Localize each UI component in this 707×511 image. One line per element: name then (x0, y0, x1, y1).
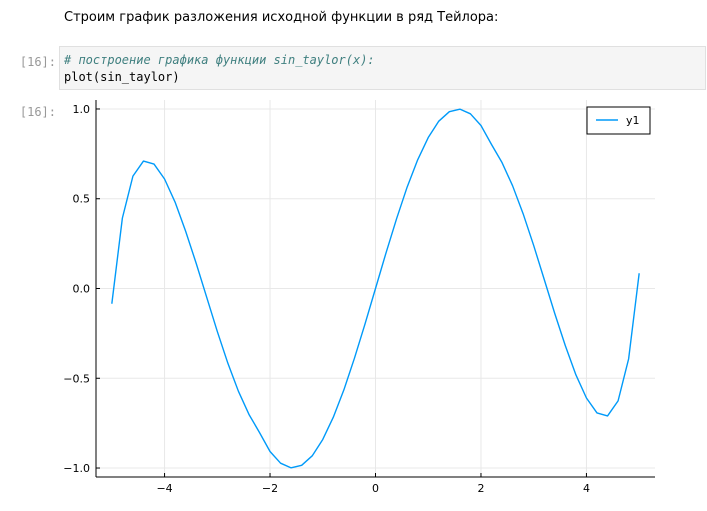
code-cell[interactable]: # построение графика функции sin_taylor(… (59, 46, 706, 90)
y-tick-label: 1.0 (73, 103, 91, 116)
tick-labels: −4 −2 0 2 4 −1.0 −0.5 0.0 0.5 1.0 (63, 103, 590, 495)
input-prompt: [16]: (19, 55, 56, 69)
legend-label: y1 (626, 114, 640, 127)
x-tick-label: 4 (583, 482, 590, 495)
markdown-text: Строим график разложения исходной функци… (64, 10, 499, 25)
x-tick-label: −2 (262, 482, 278, 495)
x-tick-label: −4 (156, 482, 172, 495)
axes (95, 100, 655, 478)
legend: y1 (586, 106, 651, 135)
series-layer (111, 108, 640, 469)
y-tick-label: −0.5 (63, 372, 90, 385)
output-prompt: [16]: (19, 105, 56, 119)
y-tick-label: 0.0 (73, 283, 91, 296)
code-line: plot(sin_taylor) (64, 70, 180, 84)
y-tick-label: −1.0 (63, 462, 90, 475)
y-tick-label: 0.5 (73, 193, 91, 206)
legend-box (586, 106, 651, 135)
x-tick-label: 0 (372, 482, 379, 495)
series-line-y1 (111, 108, 640, 469)
x-tick-label: 2 (477, 482, 484, 495)
code-comment-line: # построение графика функции sin_taylor(… (64, 53, 375, 67)
